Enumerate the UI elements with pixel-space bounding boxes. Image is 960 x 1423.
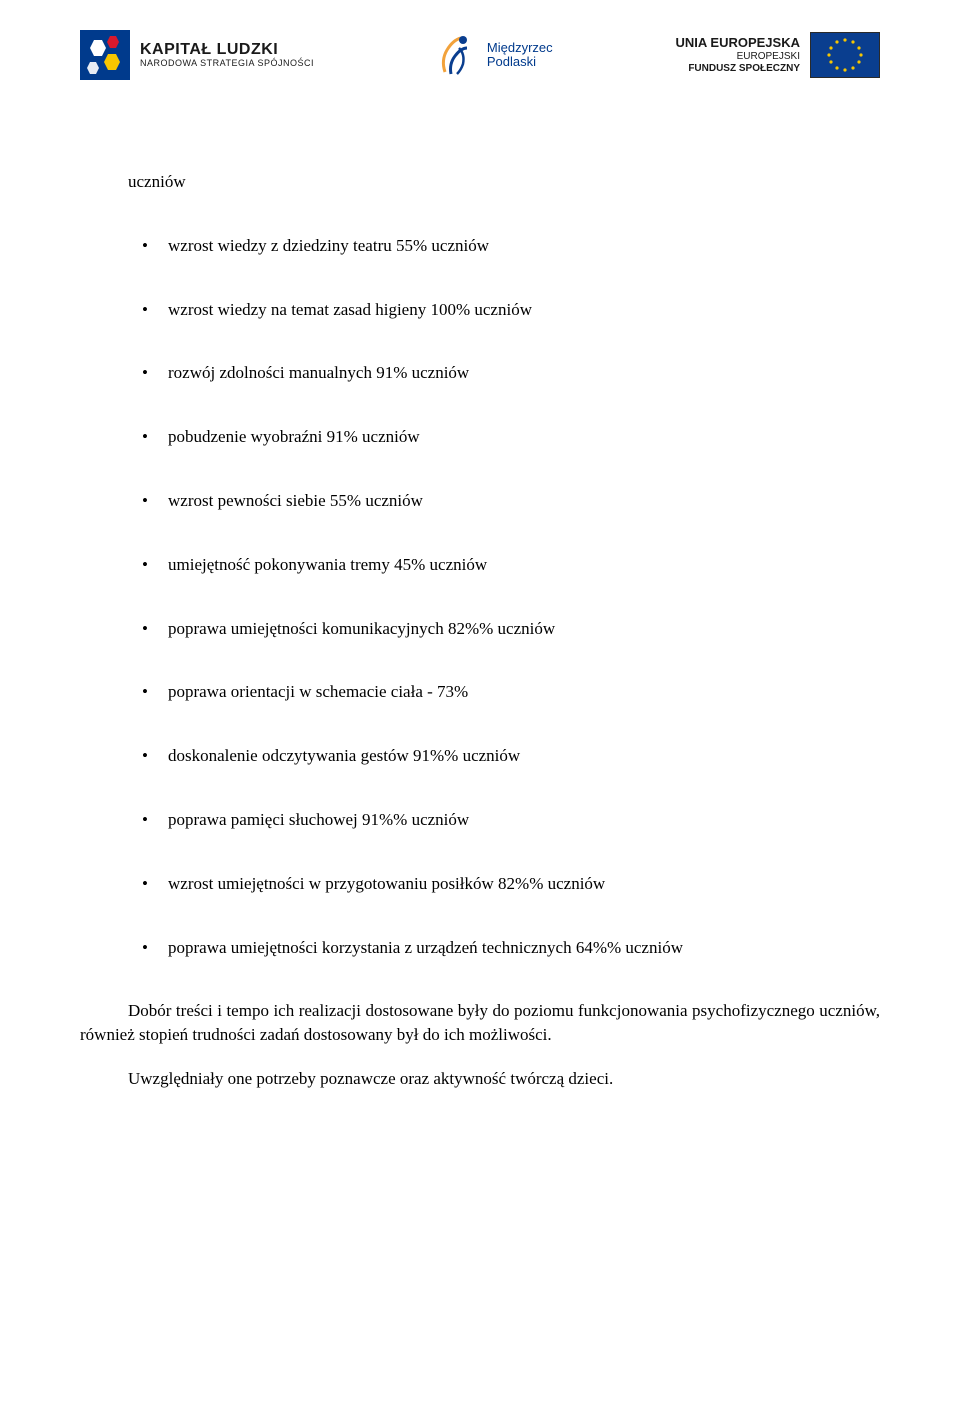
kapital-ludzki-text: KAPITAŁ LUDZKI NARODOWA STRATEGIA SPÓJNO…	[140, 41, 314, 68]
list-item: poprawa umiejętności komunikacyjnych 82%…	[80, 617, 880, 641]
list-item: poprawa orientacji w schemacie ciała - 7…	[80, 680, 880, 704]
list-item: umiejętność pokonywania tremy 45% ucznió…	[80, 553, 880, 577]
logo-kapital-ludzki: KAPITAŁ LUDZKI NARODOWA STRATEGIA SPÓJNO…	[80, 30, 314, 80]
eu-line3: FUNDUSZ SPOŁECZNY	[676, 63, 800, 75]
list-item: wzrost wiedzy na temat zasad higieny 100…	[80, 298, 880, 322]
eu-line1: UNIA EUROPEJSKA	[676, 35, 800, 51]
miedzyrzec-text: Międzyrzec Podlaski	[487, 41, 553, 70]
mp-line2: Podlaski	[487, 55, 553, 69]
list-item: doskonalenie odczytywania gestów 91%% uc…	[80, 744, 880, 768]
list-item: rozwój zdolności manualnych 91% uczniów	[80, 361, 880, 385]
eu-text: UNIA EUROPEJSKA EUROPEJSKI FUNDUSZ SPOŁE…	[676, 35, 800, 75]
lead-word: uczniów	[128, 170, 880, 194]
eu-flag-icon	[810, 32, 880, 78]
list-item: wzrost umiejętności w przygotowaniu posi…	[80, 872, 880, 896]
list-item: poprawa umiejętności korzystania z urząd…	[80, 936, 880, 960]
paragraph-1: Dobór treści i tempo ich realizacji dost…	[80, 999, 880, 1047]
paragraph-2: Uwzględniały one potrzeby poznawcze oraz…	[80, 1067, 880, 1091]
page-container: KAPITAŁ LUDZKI NARODOWA STRATEGIA SPÓJNO…	[0, 0, 960, 1171]
document-content: uczniów wzrost wiedzy z dziedziny teatru…	[80, 110, 880, 1091]
logo-miedzyrzec: Międzyrzec Podlaski	[437, 30, 553, 80]
list-item: poprawa pamięci słuchowej 91%% uczniów	[80, 808, 880, 832]
header-logos: KAPITAŁ LUDZKI NARODOWA STRATEGIA SPÓJNO…	[80, 20, 880, 110]
kl-title: KAPITAŁ LUDZKI	[140, 41, 314, 59]
kapital-ludzki-icon	[80, 30, 130, 80]
mp-line1: Międzyrzec	[487, 41, 553, 55]
list-item: pobudzenie wyobraźni 91% uczniów	[80, 425, 880, 449]
miedzyrzec-icon	[437, 30, 477, 80]
list-item: wzrost pewności siebie 55% uczniów	[80, 489, 880, 513]
kl-subtitle: NARODOWA STRATEGIA SPÓJNOŚCI	[140, 59, 314, 69]
eu-line2: EUROPEJSKI	[676, 51, 800, 63]
list-item: wzrost wiedzy z dziedziny teatru 55% ucz…	[80, 234, 880, 258]
logo-eu: UNIA EUROPEJSKA EUROPEJSKI FUNDUSZ SPOŁE…	[676, 32, 880, 78]
bullet-list: wzrost wiedzy z dziedziny teatru 55% ucz…	[80, 234, 880, 960]
